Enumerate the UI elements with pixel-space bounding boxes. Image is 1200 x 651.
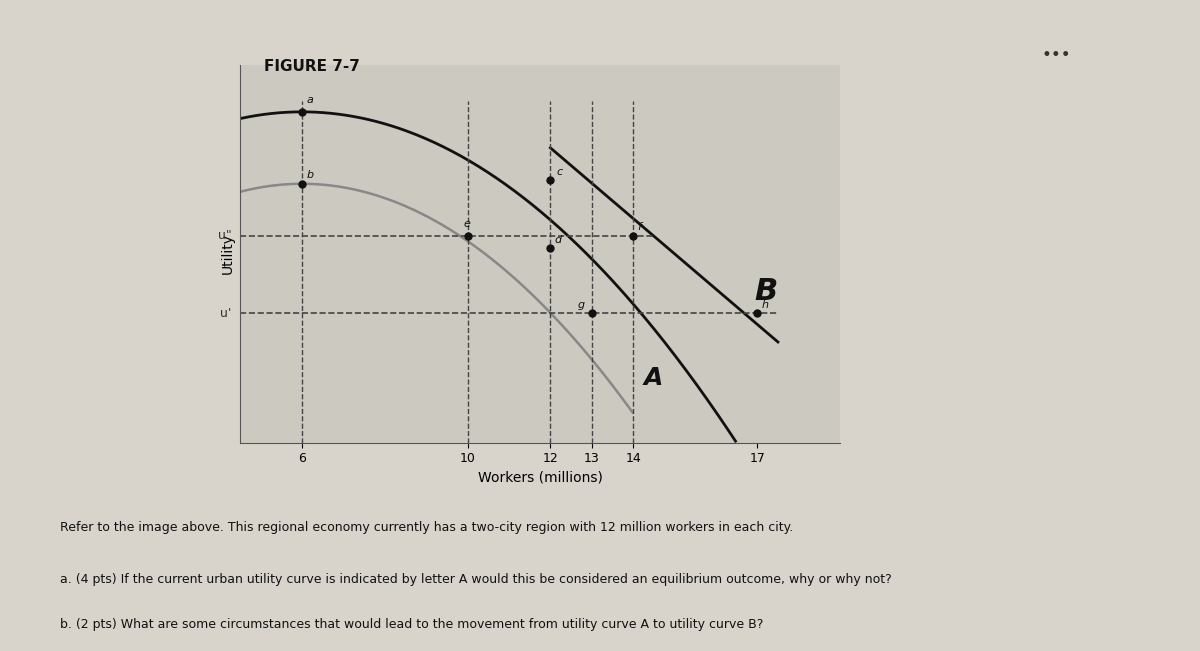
Text: d: d	[554, 235, 562, 245]
Text: a. (4 pts) If the current urban utility curve is indicated by letter A would thi: a. (4 pts) If the current urban utility …	[60, 573, 892, 586]
Text: FIGURE 7-7: FIGURE 7-7	[264, 59, 360, 74]
Text: u": u"	[218, 229, 232, 242]
Text: h: h	[761, 299, 768, 310]
Text: u': u'	[221, 307, 232, 320]
Text: a: a	[306, 94, 313, 105]
Text: f: f	[637, 222, 641, 232]
Text: A: A	[644, 366, 664, 390]
Text: e: e	[463, 219, 470, 229]
Text: g: g	[577, 299, 584, 310]
Text: b. (2 pts) What are some circumstances that would lead to the movement from util: b. (2 pts) What are some circumstances t…	[60, 618, 763, 631]
Text: b: b	[306, 170, 313, 180]
Text: c: c	[557, 167, 563, 176]
Text: •••: •••	[1042, 46, 1070, 64]
Text: B: B	[754, 277, 778, 306]
X-axis label: Workers (millions): Workers (millions)	[478, 471, 602, 485]
Y-axis label: Utility: Utility	[221, 234, 234, 274]
Text: Refer to the image above. This regional economy currently has a two-city region : Refer to the image above. This regional …	[60, 521, 793, 534]
